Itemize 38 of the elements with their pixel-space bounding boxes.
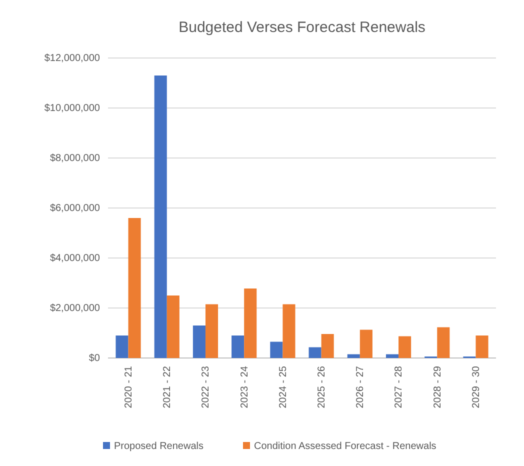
bar <box>232 336 244 358</box>
legend-label: Proposed Renewals <box>114 441 204 452</box>
bar <box>270 342 283 358</box>
bar <box>386 354 399 358</box>
bar <box>321 334 334 358</box>
bar <box>192 326 206 358</box>
legend-label: Condition Assessed Forecast - Renewals <box>254 441 436 452</box>
x-tick-label: 2029 - 30 <box>470 366 482 408</box>
chart-title: Budgeted Verses Forecast Renewals <box>178 19 426 36</box>
bar <box>437 327 450 358</box>
bar <box>154 76 167 358</box>
y-tick-label: $6,000,000 <box>50 203 100 214</box>
y-tick-label: $4,000,000 <box>50 253 100 264</box>
x-tick-label: 2024 - 25 <box>278 366 289 408</box>
bar <box>360 330 372 358</box>
x-tick-label: 2027 - 28 <box>394 366 405 408</box>
bar <box>244 288 257 358</box>
y-tick-label: $10,000,000 <box>44 103 100 114</box>
y-tick-label: $0 <box>88 353 100 364</box>
x-tick-label: 2025 - 26 <box>316 366 328 408</box>
bar <box>205 304 218 358</box>
x-tick-label: 2020 - 21 <box>123 366 134 408</box>
bar <box>166 296 180 358</box>
bar <box>347 354 360 358</box>
bar <box>116 336 128 358</box>
x-tick-label: 2028 - 29 <box>432 366 444 408</box>
bar <box>476 336 488 358</box>
y-tick-label: $12,000,000 <box>44 53 100 64</box>
x-tick-label: 2022 - 23 <box>200 366 212 408</box>
bar <box>128 218 141 358</box>
y-tick-label: $8,000,000 <box>50 153 100 164</box>
bar <box>282 304 296 358</box>
bar <box>398 336 412 358</box>
y-tick-label: $2,000,000 <box>50 303 100 314</box>
bar <box>308 347 322 358</box>
x-tick-label: 2023 - 24 <box>239 366 250 408</box>
x-tick-label: 2026 - 27 <box>355 366 366 408</box>
x-tick-label: 2021 - 22 <box>162 366 174 408</box>
